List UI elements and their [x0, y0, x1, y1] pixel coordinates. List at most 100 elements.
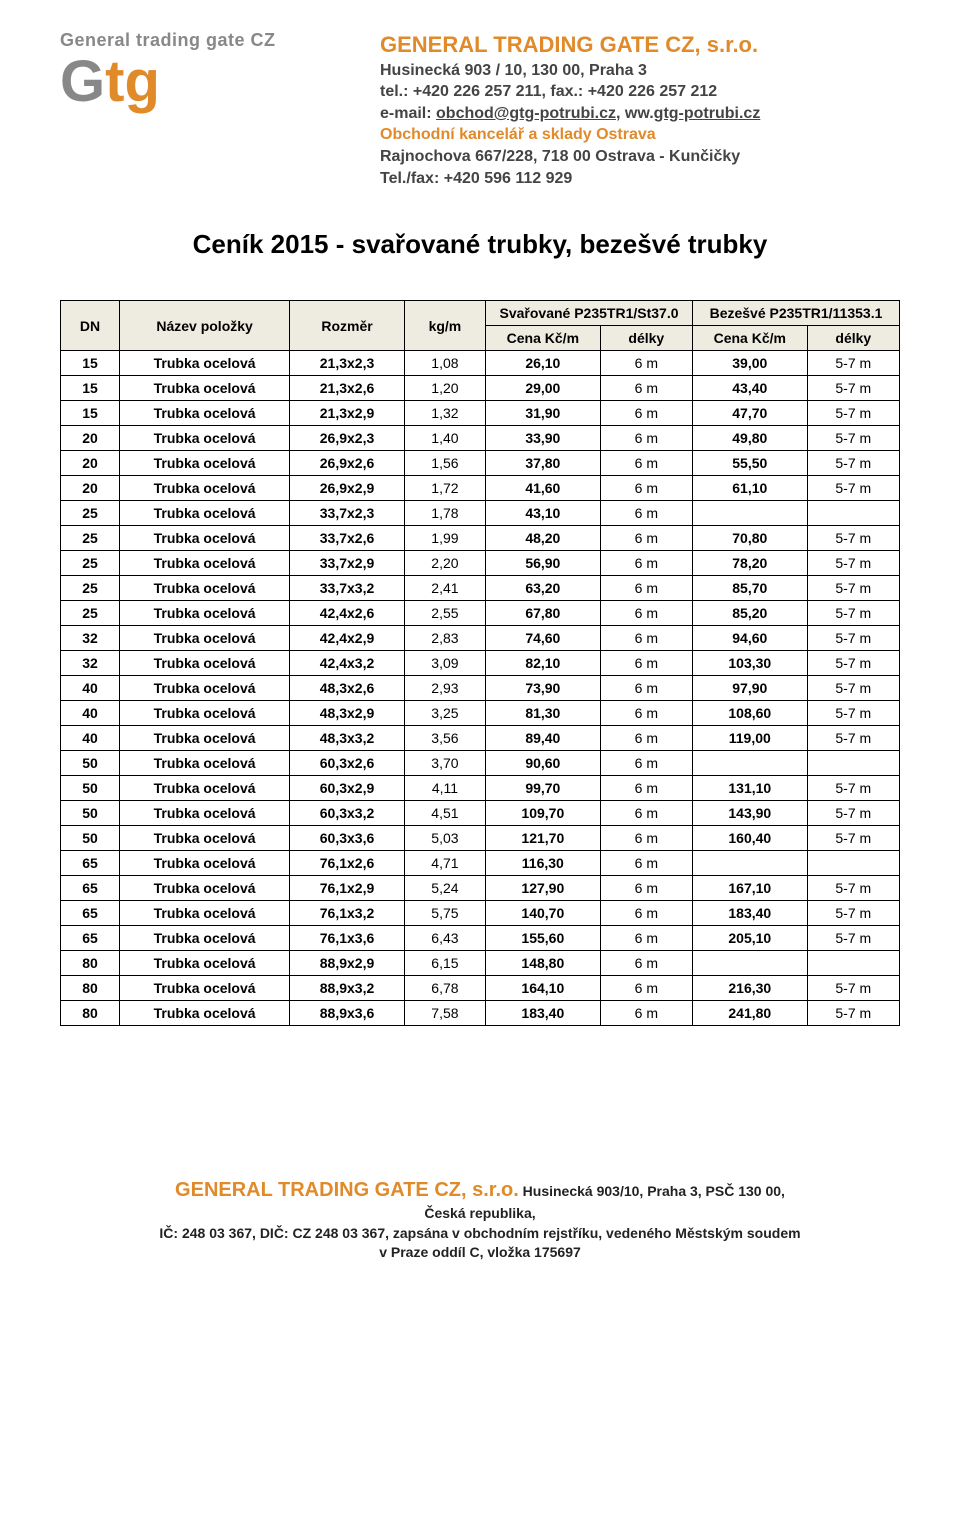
table-cell: Trubka ocelová: [119, 426, 289, 451]
table-cell: 41,60: [486, 476, 601, 501]
table-cell: 65: [61, 901, 120, 926]
web-link[interactable]: gtg-potrubi.cz: [654, 105, 761, 122]
table-cell: 3,25: [404, 701, 485, 726]
table-cell: 25: [61, 576, 120, 601]
table-cell: 33,7x2,3: [290, 501, 405, 526]
header-info: GENERAL TRADING GATE CZ, s.r.o. Husineck…: [380, 30, 900, 189]
table-cell: 85,20: [692, 601, 807, 626]
header-block: General trading gate CZ Gtg GENERAL TRAD…: [60, 30, 900, 189]
table-cell: 74,60: [486, 626, 601, 651]
table-row: 50Trubka ocelová60,3x3,24,51109,706 m143…: [61, 801, 900, 826]
table-cell: 2,83: [404, 626, 485, 651]
table-cell: 94,60: [692, 626, 807, 651]
table-cell: 1,32: [404, 401, 485, 426]
table-cell: 1,56: [404, 451, 485, 476]
th-delky-2: délky: [807, 326, 899, 351]
table-cell: 33,90: [486, 426, 601, 451]
email-link[interactable]: obchod@gtg-potrubi.cz: [436, 105, 616, 122]
table-cell: 32: [61, 651, 120, 676]
table-row: 15Trubka ocelová21,3x2,31,0826,106 m39,0…: [61, 351, 900, 376]
table-cell: 40: [61, 726, 120, 751]
table-cell: [807, 501, 899, 526]
table-cell: 37,80: [486, 451, 601, 476]
table-cell: 60,3x3,6: [290, 826, 405, 851]
ostrava-title: Obchodní kancelář a sklady Ostrava: [380, 124, 900, 146]
table-row: 50Trubka ocelová60,3x3,65,03121,706 m160…: [61, 826, 900, 851]
table-cell: Trubka ocelová: [119, 726, 289, 751]
table-cell: 183,40: [486, 1001, 601, 1026]
table-row: 40Trubka ocelová48,3x2,62,9373,906 m97,9…: [61, 676, 900, 701]
table-cell: 29,00: [486, 376, 601, 401]
logo-letters-tg: tg: [105, 53, 160, 111]
table-cell: 88,9x2,9: [290, 951, 405, 976]
table-row: 50Trubka ocelová60,3x2,63,7090,606 m: [61, 751, 900, 776]
table-cell: 25: [61, 551, 120, 576]
table-cell: 88,9x3,6: [290, 1001, 405, 1026]
table-cell: 78,20: [692, 551, 807, 576]
table-cell: 6 m: [600, 801, 692, 826]
table-cell: Trubka ocelová: [119, 576, 289, 601]
table-cell: 6 m: [600, 851, 692, 876]
table-cell: 20: [61, 426, 120, 451]
table-cell: 40: [61, 701, 120, 726]
table-cell: 15: [61, 401, 120, 426]
table-cell: 6,15: [404, 951, 485, 976]
table-cell: 6 m: [600, 451, 692, 476]
table-cell: 1,72: [404, 476, 485, 501]
table-cell: 5-7 m: [807, 426, 899, 451]
th-kgm: kg/m: [404, 301, 485, 351]
table-cell: 63,20: [486, 576, 601, 601]
table-cell: 127,90: [486, 876, 601, 901]
table-cell: 6 m: [600, 501, 692, 526]
table-cell: Trubka ocelová: [119, 976, 289, 1001]
table-row: 65Trubka ocelová76,1x3,66,43155,606 m205…: [61, 926, 900, 951]
table-cell: 67,80: [486, 601, 601, 626]
th-rozmer: Rozměr: [290, 301, 405, 351]
table-cell: 43,40: [692, 376, 807, 401]
table-row: 80Trubka ocelová88,9x3,26,78164,106 m216…: [61, 976, 900, 1001]
table-cell: 6 m: [600, 876, 692, 901]
table-cell: 42,4x2,9: [290, 626, 405, 651]
table-cell: [692, 501, 807, 526]
table-cell: 26,9x2,6: [290, 451, 405, 476]
table-cell: 43,10: [486, 501, 601, 526]
table-cell: 48,3x3,2: [290, 726, 405, 751]
table-cell: [807, 851, 899, 876]
table-cell: 40: [61, 676, 120, 701]
table-cell: 6 m: [600, 601, 692, 626]
table-cell: 148,80: [486, 951, 601, 976]
table-cell: 90,60: [486, 751, 601, 776]
table-cell: 5-7 m: [807, 626, 899, 651]
table-cell: 50: [61, 751, 120, 776]
table-cell: 99,70: [486, 776, 601, 801]
table-cell: 80: [61, 951, 120, 976]
table-cell: 2,93: [404, 676, 485, 701]
table-cell: 6 m: [600, 701, 692, 726]
table-cell: Trubka ocelová: [119, 801, 289, 826]
table-cell: 6 m: [600, 826, 692, 851]
table-cell: 81,30: [486, 701, 601, 726]
table-cell: Trubka ocelová: [119, 626, 289, 651]
table-cell: Trubka ocelová: [119, 501, 289, 526]
table-cell: 6 m: [600, 901, 692, 926]
table-cell: 155,60: [486, 926, 601, 951]
table-cell: 119,00: [692, 726, 807, 751]
table-cell: 6 m: [600, 376, 692, 401]
table-cell: 25: [61, 501, 120, 526]
table-cell: 3,09: [404, 651, 485, 676]
table-row: 32Trubka ocelová42,4x2,92,8374,606 m94,6…: [61, 626, 900, 651]
table-cell: 6 m: [600, 751, 692, 776]
table-cell: 1,20: [404, 376, 485, 401]
table-cell: 6 m: [600, 476, 692, 501]
table-cell: 5,24: [404, 876, 485, 901]
table-cell: 1,40: [404, 426, 485, 451]
table-cell: 6 m: [600, 651, 692, 676]
table-cell: 65: [61, 851, 120, 876]
table-cell: Trubka ocelová: [119, 351, 289, 376]
table-cell: 89,40: [486, 726, 601, 751]
table-cell: [692, 951, 807, 976]
table-cell: Trubka ocelová: [119, 376, 289, 401]
table-cell: 5-7 m: [807, 601, 899, 626]
address-line: Husinecká 903 / 10, 130 00, Praha 3: [380, 60, 900, 82]
table-cell: 50: [61, 801, 120, 826]
